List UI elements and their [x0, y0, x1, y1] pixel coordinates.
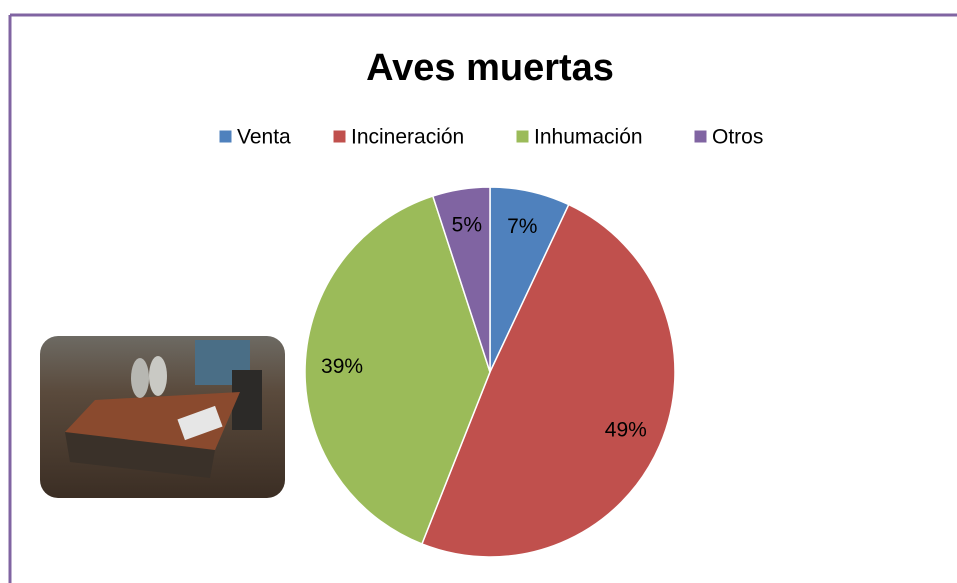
- legend-label: Inhumación: [534, 126, 643, 149]
- legend-label: Venta: [237, 126, 291, 149]
- data-label: 5%: [452, 213, 482, 236]
- data-label: 7%: [507, 215, 537, 238]
- data-label: 39%: [321, 355, 363, 378]
- photo: [40, 336, 285, 498]
- legend-label: Incineración: [351, 126, 464, 149]
- legend-label: Otros: [712, 126, 763, 149]
- legend: Venta Incineración Inhumación Otros: [219, 126, 763, 149]
- chart-title: Aves muertas: [366, 47, 614, 89]
- chart: Aves muertas Venta Incineración Inhumación…: [0, 0, 957, 583]
- legend-swatch: [516, 130, 529, 143]
- data-label: 49%: [605, 418, 647, 441]
- legend-swatch: [333, 130, 346, 143]
- legend-swatch: [219, 130, 232, 143]
- pie: 7% 49% 39% 5%: [305, 187, 675, 557]
- legend-swatch: [694, 130, 707, 143]
